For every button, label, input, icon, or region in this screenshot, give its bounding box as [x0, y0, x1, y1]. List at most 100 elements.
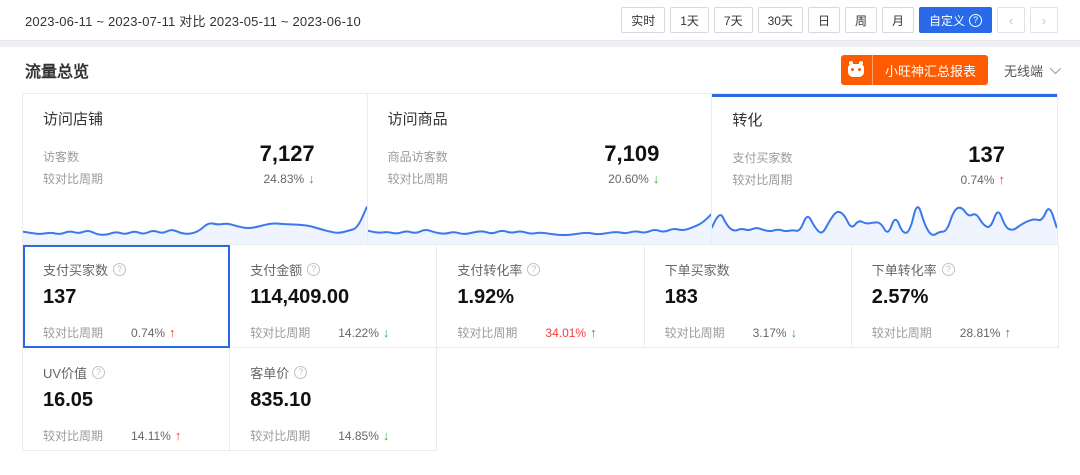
- metric-title: UV价值?: [43, 363, 215, 382]
- metric-title: 客单价?: [250, 363, 422, 382]
- empty-cell: [437, 348, 645, 451]
- next-period-button[interactable]: ›: [1030, 7, 1058, 33]
- metric-cell-pay-buyers[interactable]: 支付买家数? 137 较对比周期 0.74% ↑: [23, 245, 231, 348]
- arrow-down-icon: ↓: [652, 171, 660, 186]
- metric-title: 下单转化率?: [872, 260, 1044, 279]
- help-icon[interactable]: ?: [113, 263, 127, 276]
- change-value: 24.83% ↓: [263, 171, 315, 186]
- sparkline-chart: [367, 194, 712, 244]
- change-value: 34.01% ↑: [545, 325, 597, 340]
- chevron-left-icon: ‹: [1008, 12, 1014, 28]
- metric-value: 114,409.00: [250, 286, 350, 308]
- compare-label: 较对比周期: [43, 326, 104, 340]
- help-icon[interactable]: ?: [941, 263, 955, 276]
- help-icon[interactable]: ?: [92, 366, 106, 379]
- arrow-down-icon: ↓: [308, 171, 315, 186]
- metric-title: 下单买家数: [664, 263, 730, 278]
- metric-value: 1.92%: [457, 286, 515, 308]
- period-month-button[interactable]: 月: [881, 7, 914, 33]
- mascot-icon: [841, 55, 873, 85]
- metric-cell-avg-order-value[interactable]: 客单价? 835.10 较对比周期 14.85% ↓: [230, 348, 438, 451]
- compare-label: 较对比周期: [43, 172, 104, 186]
- metric-title: 支付买家数?: [43, 260, 215, 279]
- overview-card-shop-visits[interactable]: 访问店铺 访客数 7,127 较对比周期 24.83% ↓: [23, 94, 368, 244]
- empty-cell: [644, 348, 852, 451]
- period-1day-button[interactable]: 1天: [670, 7, 709, 33]
- metric-value: 7,127: [259, 141, 315, 166]
- period-30day-button[interactable]: 30天: [757, 7, 803, 33]
- chevron-right-icon: ›: [1041, 12, 1047, 28]
- metric-title: 支付金额?: [250, 260, 422, 279]
- compare-label: 较对比周期: [43, 429, 104, 443]
- metric-cell-order-buyers[interactable]: 下单买家数 183 较对比周期 3.17% ↓: [644, 245, 852, 348]
- arrow-down-icon: ↓: [382, 325, 390, 340]
- header-actions: 小旺神汇总报表 无线端: [840, 55, 1062, 85]
- help-icon[interactable]: ?: [527, 263, 541, 276]
- change-value: 14.85% ↓: [338, 428, 390, 443]
- metric-value: 137: [43, 286, 77, 308]
- overview-card-row: 访问店铺 访客数 7,127 较对比周期 24.83% ↓ 访问商品 商品访客数 …: [22, 93, 1058, 245]
- empty-cell: [851, 348, 1059, 451]
- metric-label: 支付买家数: [732, 151, 793, 165]
- metric-cell-order-conversion-rate[interactable]: 下单转化率? 2.57% 较对比周期 28.81% ↑: [851, 245, 1059, 348]
- overview-card-title: 访问店铺: [43, 111, 104, 128]
- arrow-down-icon: ↓: [790, 325, 798, 340]
- change-value: 28.81% ↑: [959, 325, 1011, 340]
- channel-dropdown-value: 无线端: [1003, 63, 1043, 79]
- metric-cell-pay-conversion-rate[interactable]: 支付转化率? 1.92% 较对比周期 34.01% ↑: [437, 245, 645, 348]
- metric-value: 183: [664, 286, 698, 308]
- arrow-up-icon: ↑: [169, 325, 176, 340]
- period-week-button[interactable]: 周: [844, 7, 877, 33]
- arrow-down-icon: ↓: [382, 428, 390, 443]
- prev-period-button[interactable]: ‹: [997, 7, 1025, 33]
- change-value: 0.74% ↑: [131, 325, 176, 340]
- period-button-group: 实时 1天 7天 30天 日 周 月 自定义 ? ‹ ›: [621, 7, 1058, 33]
- metric-value: 835.10: [250, 389, 312, 411]
- metric-value: 137: [968, 142, 1006, 167]
- overview-card-title: 访问商品: [387, 111, 448, 128]
- change-value: 0.74% ↑: [960, 172, 1006, 187]
- metric-cell-uv-value[interactable]: UV价值? 16.05 较对比周期 14.11% ↑: [23, 348, 231, 451]
- sparkline-chart: [23, 194, 367, 244]
- overview-card-conversion[interactable]: 转化 支付买家数 137 较对比周期 0.74% ↑: [712, 94, 1058, 244]
- period-7day-button[interactable]: 7天: [713, 7, 753, 33]
- period-custom-button[interactable]: 自定义 ?: [918, 7, 992, 33]
- summary-report-button[interactable]: 小旺神汇总报表: [840, 55, 988, 85]
- date-range-text[interactable]: 2023-06-11 ~ 2023-07-11 对比 2023-05-11 ~ …: [25, 13, 361, 29]
- help-icon[interactable]: ?: [294, 366, 308, 379]
- traffic-overview-header: 流量总览 小旺神汇总报表 无线端: [0, 47, 1080, 93]
- arrow-up-icon: ↑: [590, 325, 597, 340]
- date-toolbar: 2023-06-11 ~ 2023-07-11 对比 2023-05-11 ~ …: [0, 0, 1080, 40]
- change-value: 14.11% ↑: [131, 428, 182, 443]
- channel-dropdown[interactable]: 无线端: [1003, 61, 1062, 80]
- change-value: 14.22% ↓: [338, 325, 390, 340]
- compare-label: 较对比周期: [871, 326, 932, 340]
- metric-value: 2.57%: [871, 286, 929, 308]
- compare-label: 较对比周期: [250, 326, 311, 340]
- compare-label: 较对比周期: [732, 173, 793, 187]
- metric-title: 支付转化率?: [457, 260, 629, 279]
- change-value: 20.60% ↓: [608, 171, 660, 186]
- overview-card-title: 转化: [732, 112, 763, 129]
- compare-label: 较对比周期: [250, 429, 311, 443]
- arrow-up-icon: ↑: [1004, 325, 1011, 340]
- metric-value: 16.05: [43, 389, 94, 411]
- page-title: 流量总览: [25, 64, 90, 81]
- summary-report-label: 小旺神汇总报表: [884, 63, 976, 79]
- arrow-up-icon: ↑: [998, 172, 1006, 187]
- section-divider: [0, 40, 1080, 47]
- help-icon[interactable]: ?: [307, 263, 321, 276]
- metric-grid: 支付买家数? 137 较对比周期 0.74% ↑ 支付金额? 114,409.00 …: [22, 245, 1059, 451]
- help-icon: ?: [969, 13, 982, 27]
- metric-value: 7,109: [604, 141, 660, 166]
- sparkline-chart: [712, 194, 1058, 244]
- period-realtime-button[interactable]: 实时: [621, 7, 666, 33]
- overview-card-product-visits[interactable]: 访问商品 商品访客数 7,109 较对比周期 20.60% ↓: [367, 94, 713, 244]
- chevron-down-icon: [1049, 62, 1062, 75]
- metric-cell-pay-amount[interactable]: 支付金额? 114,409.00 较对比周期 14.22% ↓: [230, 245, 438, 348]
- arrow-up-icon: ↑: [174, 428, 182, 443]
- compare-label: 较对比周期: [457, 326, 518, 340]
- metric-label: 商品访客数: [387, 150, 448, 164]
- period-custom-label: 自定义: [928, 13, 965, 28]
- period-day-button[interactable]: 日: [807, 7, 840, 33]
